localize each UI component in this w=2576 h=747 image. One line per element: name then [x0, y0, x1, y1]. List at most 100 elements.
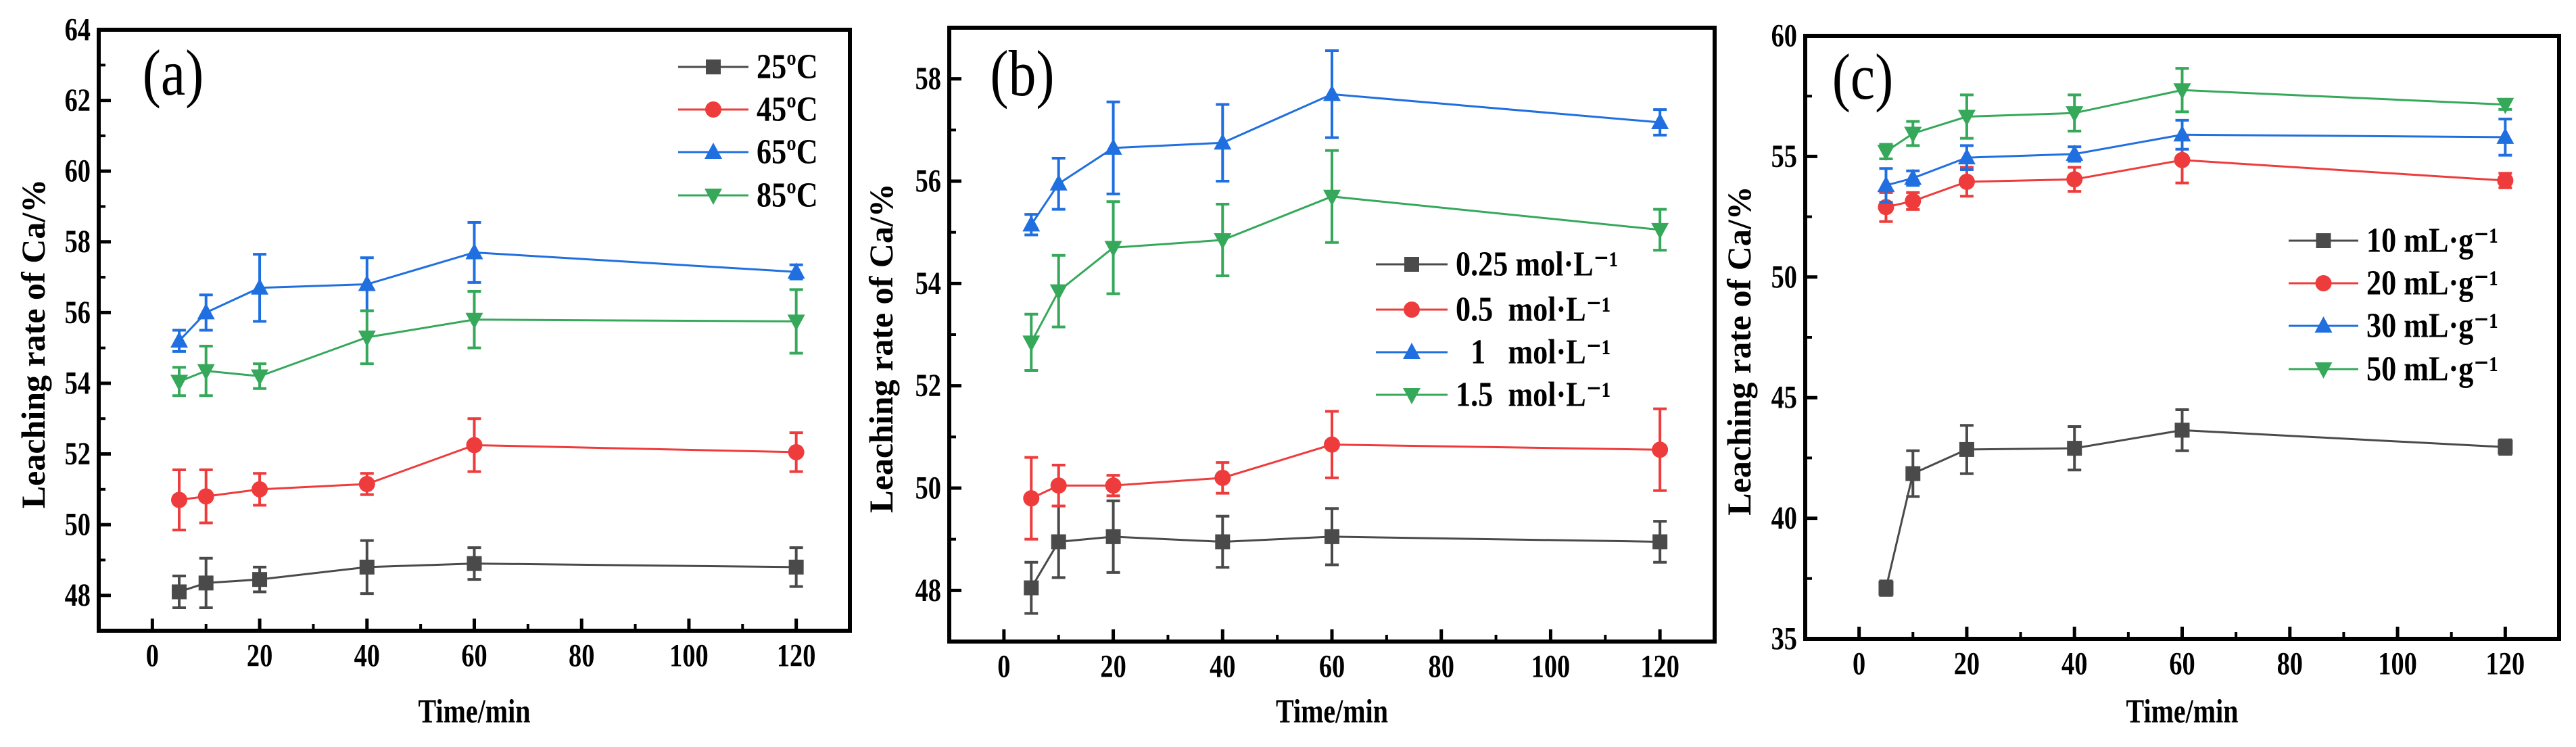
- data-point: [172, 584, 187, 600]
- data-point: [358, 330, 376, 347]
- y-tick-label: 50: [915, 470, 941, 506]
- y-tick-label: 35: [1771, 621, 1797, 656]
- data-point: [1105, 529, 1121, 544]
- x-tick-label: 120: [2486, 646, 2525, 681]
- series-line: [1885, 89, 2506, 153]
- x-tick-label: 0: [997, 648, 1010, 684]
- data-point: [171, 491, 188, 508]
- y-axis-title: Leaching rate of Ca/%: [1720, 186, 1758, 515]
- data-point: [1905, 193, 1922, 210]
- chart-panel-c: 0 20 40 60 80 100 120 35 40 45 50 55 60 Time/min Leach…: [1720, 18, 2561, 730]
- x-tick-label: 40: [354, 637, 380, 673]
- y-tick-label: 64: [65, 11, 91, 47]
- data-point: [2497, 172, 2514, 189]
- data-point: [1652, 441, 1669, 458]
- data-point: [170, 331, 189, 348]
- y-tick-label: 50: [1771, 259, 1797, 295]
- series-3: [1022, 149, 1669, 372]
- data-point: [1050, 477, 1067, 494]
- series-line: [1030, 93, 1661, 226]
- legend-entry: 25ºC: [678, 47, 818, 87]
- data-point: [1215, 534, 1231, 550]
- legend-marker: [705, 189, 722, 205]
- x-tick-label: 120: [1640, 648, 1679, 684]
- y-tick-label: 60: [65, 153, 91, 189]
- data-point: [2496, 97, 2514, 114]
- y-tick-label: 58: [915, 61, 941, 97]
- data-point: [198, 575, 214, 591]
- series-1: [1023, 407, 1669, 541]
- y-axis-title: Leaching rate of Ca/%: [14, 179, 52, 508]
- data-point: [2066, 144, 2084, 161]
- legend-marker: [2315, 275, 2332, 291]
- y-tick-label: 62: [65, 82, 91, 118]
- x-tick-label: 120: [777, 637, 816, 673]
- x-tick-label: 0: [1853, 646, 1865, 681]
- data-point: [170, 375, 189, 391]
- legend-label: 10 mL·g⁻¹: [2366, 221, 2498, 260]
- y-tick-label: 58: [65, 224, 91, 260]
- data-point: [2066, 106, 2084, 123]
- series-line: [178, 251, 796, 342]
- x-axis-title: Time/min: [419, 692, 531, 729]
- data-point: [1214, 469, 1231, 486]
- chart-panel-a: 0 20 40 60 80 100 120 48 50 52 54 56 58 60 62 64 Time/mi…: [14, 11, 852, 730]
- panel-label: (a): [143, 38, 204, 110]
- data-point: [1905, 466, 1921, 481]
- data-point: [1214, 233, 1232, 250]
- data-point: [2067, 441, 2082, 456]
- data-point: [1651, 222, 1669, 239]
- data-point: [1022, 215, 1041, 232]
- data-point: [1105, 477, 1122, 494]
- legend-marker: [705, 101, 721, 118]
- y-tick-label: 54: [65, 365, 91, 401]
- x-tick-label: 100: [669, 637, 709, 673]
- data-point: [1023, 490, 1040, 507]
- legend-entry: 45ºC: [678, 90, 818, 129]
- data-point: [1878, 581, 1894, 596]
- series-line: [1030, 443, 1661, 500]
- series-0: [172, 539, 804, 610]
- series-0: [1024, 499, 1668, 615]
- chart-panel-b: 0 20 40 60 80 100 120 48 50 52 54 56 58 Time/min Leach…: [862, 26, 1717, 730]
- legend-label: 45ºC: [757, 90, 818, 128]
- data-point: [358, 475, 375, 492]
- legend-entry: 65ºC: [678, 132, 818, 172]
- data-point: [467, 556, 482, 571]
- data-point: [251, 278, 269, 295]
- y-tick-label: 50: [65, 507, 91, 543]
- data-point: [197, 303, 215, 320]
- y-tick-label: 56: [915, 163, 941, 199]
- data-point: [788, 559, 804, 575]
- legend-entry: 10 mL·g⁻¹: [2289, 221, 2498, 260]
- legend-entry: 50 mL·g⁻¹: [2289, 350, 2498, 389]
- legend-marker: [1403, 343, 1421, 359]
- legend-label: 30 mL·g⁻¹: [2366, 306, 2498, 345]
- panel-label: (b): [990, 39, 1054, 110]
- x-tick-label: 60: [461, 637, 487, 673]
- x-tick-label: 80: [1429, 648, 1454, 684]
- series-line: [1030, 195, 1661, 343]
- series-2: [1022, 49, 1669, 237]
- data-point: [2174, 151, 2191, 168]
- y-tick-label: 45: [1771, 380, 1797, 416]
- x-tick-label: 60: [1319, 648, 1345, 684]
- legend-label: 25ºC: [757, 47, 818, 86]
- x-tick-label: 60: [2169, 646, 2195, 681]
- data-point: [1652, 534, 1668, 550]
- data-point: [1877, 176, 1895, 193]
- x-tick-label: 80: [2277, 646, 2303, 681]
- legend-entry: 30 mL·g⁻¹: [2289, 306, 2498, 345]
- data-point: [1904, 126, 1922, 143]
- legend-label: 65ºC: [757, 132, 818, 171]
- data-point: [1325, 529, 1339, 544]
- x-tick-label: 20: [1100, 648, 1126, 684]
- data-point: [197, 488, 214, 505]
- data-point: [2498, 439, 2513, 455]
- series-1: [171, 417, 805, 531]
- series-line: [178, 318, 796, 383]
- legend-marker: [706, 59, 721, 74]
- y-tick-label: 52: [915, 368, 941, 404]
- data-point: [1904, 168, 1922, 185]
- data-point: [787, 262, 805, 279]
